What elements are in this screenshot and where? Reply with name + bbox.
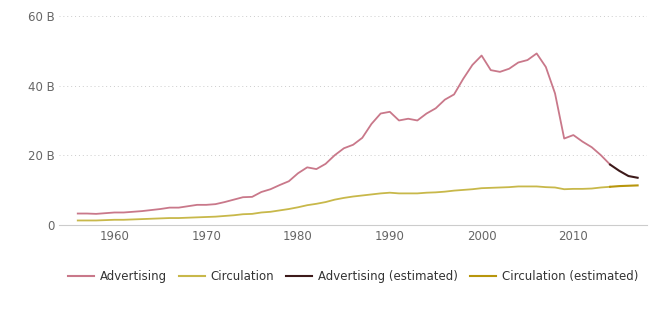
Legend: Advertising, Circulation, Advertising (estimated), Circulation (estimated): Advertising, Circulation, Advertising (e… <box>63 265 643 287</box>
